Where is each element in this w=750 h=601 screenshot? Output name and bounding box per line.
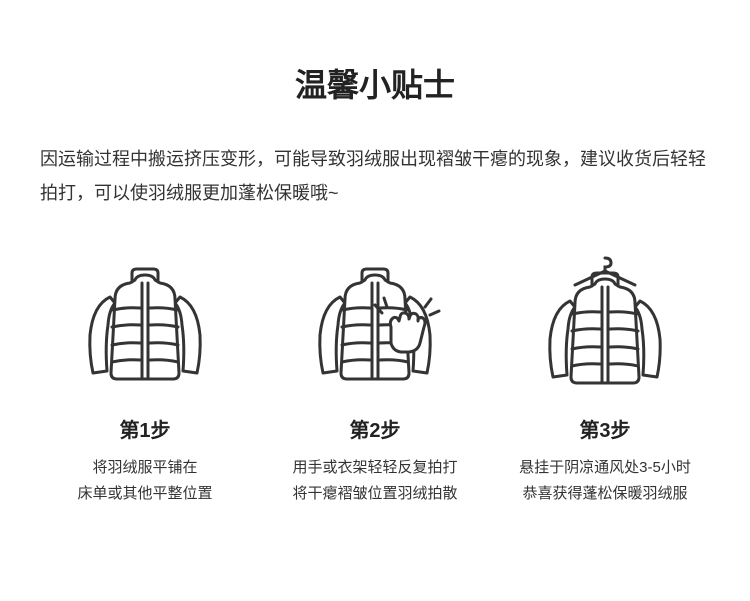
jacket-flat-icon — [70, 250, 220, 400]
step-3: 第3步 悬挂于阴凉通风处3-5小时 恭喜获得蓬松保暖羽绒服 — [500, 250, 710, 506]
step-2-desc: 用手或衣架轻轻反复拍打 将干瘪褶皱位置羽绒拍散 — [292, 455, 457, 506]
step-3-title: 第3步 — [579, 414, 630, 443]
step-2-title: 第2步 — [349, 414, 400, 443]
step-2: 第2步 用手或衣架轻轻反复拍打 将干瘪褶皱位置羽绒拍散 — [270, 250, 480, 506]
jacket-pat-icon — [300, 250, 450, 400]
intro-text: 因运输过程中搬运挤压变形，可能导致羽绒服出现褶皱干瘪的现象，建议收货后轻轻拍打，… — [40, 142, 710, 210]
step-1: 第1步 将羽绒服平铺在 床单或其他平整位置 — [40, 250, 250, 506]
step-1-title: 第1步 — [119, 414, 170, 443]
step-1-desc: 将羽绒服平铺在 床单或其他平整位置 — [77, 455, 212, 506]
jacket-hang-icon — [530, 250, 680, 400]
step-3-desc: 悬挂于阴凉通风处3-5小时 恭喜获得蓬松保暖羽绒服 — [519, 455, 691, 506]
steps-row: 第1步 将羽绒服平铺在 床单或其他平整位置 — [40, 250, 710, 506]
page-title: 温馨小贴士 — [40, 60, 710, 106]
